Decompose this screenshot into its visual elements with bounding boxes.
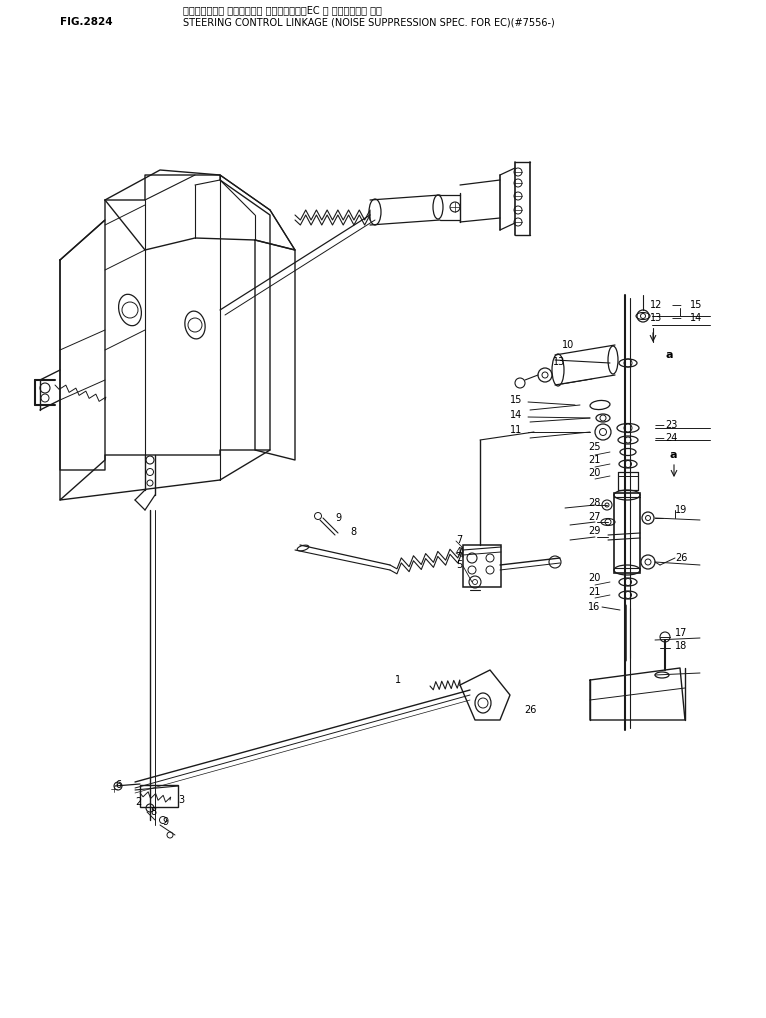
- Text: 16: 16: [588, 602, 601, 612]
- Text: 13: 13: [650, 313, 663, 323]
- Text: 15: 15: [690, 300, 702, 310]
- Text: 1: 1: [395, 675, 401, 685]
- Text: a: a: [670, 450, 677, 460]
- Text: 14: 14: [510, 410, 522, 420]
- Text: 21: 21: [588, 455, 601, 465]
- Text: 2: 2: [135, 797, 141, 807]
- Text: 18: 18: [675, 641, 687, 651]
- Text: 20: 20: [588, 468, 601, 478]
- Text: —: —: [672, 300, 682, 310]
- Text: 8: 8: [350, 527, 356, 538]
- Bar: [140, 785, 178, 807]
- Text: 9: 9: [162, 817, 168, 827]
- Text: 7: 7: [456, 535, 462, 545]
- Text: 5: 5: [456, 560, 462, 570]
- Text: 8: 8: [150, 807, 156, 817]
- Text: 3: 3: [178, 795, 184, 805]
- Text: ステアリング・ コントロール リンケージ　（EC 付 ディッチング 付）: ステアリング・ コントロール リンケージ （EC 付 ディッチング 付）: [183, 5, 382, 15]
- Text: 20: 20: [588, 573, 601, 583]
- Text: 25: 25: [588, 442, 601, 452]
- Text: FIG.2824: FIG.2824: [60, 17, 113, 27]
- Text: 19: 19: [675, 505, 687, 515]
- Text: 10: 10: [562, 340, 574, 350]
- Text: —: —: [655, 433, 665, 443]
- Text: 17: 17: [675, 628, 687, 638]
- Text: a: a: [666, 350, 673, 360]
- Text: 13: 13: [553, 357, 565, 367]
- Text: 21: 21: [588, 587, 601, 597]
- Text: 4: 4: [456, 547, 462, 557]
- Text: 28: 28: [588, 498, 601, 508]
- Text: 26: 26: [675, 553, 687, 563]
- Text: —: —: [672, 313, 682, 323]
- Text: 15: 15: [510, 395, 522, 405]
- Text: 11: 11: [510, 425, 522, 435]
- Text: 24: 24: [665, 433, 677, 443]
- Text: 14: 14: [690, 313, 702, 323]
- Text: 23: 23: [665, 420, 677, 430]
- Text: 27: 27: [588, 512, 601, 522]
- Text: 12: 12: [650, 300, 663, 310]
- Text: —: —: [655, 420, 665, 430]
- Text: 6: 6: [115, 780, 121, 790]
- Text: 26: 26: [524, 705, 536, 715]
- Text: 9: 9: [335, 513, 341, 523]
- Text: STEERING CONTROL LINKAGE (NOISE SUPPRESSION SPEC. FOR EC)(#7556-): STEERING CONTROL LINKAGE (NOISE SUPPRESS…: [183, 17, 555, 27]
- Text: 29: 29: [588, 526, 601, 536]
- Bar: [614, 493, 640, 573]
- Bar: [463, 545, 501, 587]
